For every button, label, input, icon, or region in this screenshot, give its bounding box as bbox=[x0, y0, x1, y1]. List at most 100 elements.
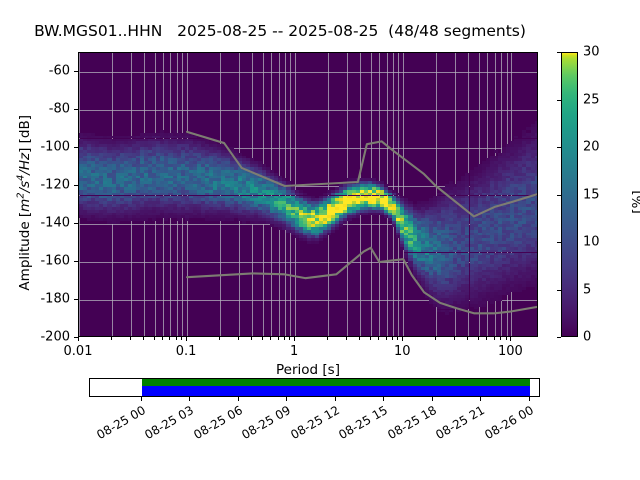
ppsd-density-cell bbox=[180, 195, 185, 199]
ppsd-density-cell bbox=[221, 169, 226, 173]
ppsd-density-cell bbox=[144, 167, 149, 170]
ppsd-density-cell bbox=[441, 258, 446, 262]
ppsd-density-cell bbox=[343, 184, 348, 187]
ppsd-density-cell bbox=[282, 215, 287, 219]
ppsd-density-cell bbox=[375, 195, 380, 199]
ppsd-density-cell bbox=[461, 275, 466, 279]
ppsd-density-cell bbox=[79, 132, 84, 136]
ppsd-density-cell bbox=[461, 246, 466, 250]
ppsd-density-cell bbox=[465, 292, 470, 296]
ppsd-density-cell bbox=[180, 158, 185, 162]
ppsd-density-cell bbox=[359, 198, 364, 202]
ppsd-density-cell bbox=[424, 221, 429, 224]
ppsd-density-cell bbox=[164, 206, 169, 210]
ppsd-density-cell bbox=[107, 221, 112, 224]
ppsd-density-cell bbox=[209, 215, 214, 219]
ppsd-density-cell bbox=[131, 201, 136, 205]
ppsd-density-cell bbox=[416, 278, 421, 281]
ppsd-density-cell bbox=[176, 132, 181, 136]
ppsd-density-cell bbox=[233, 172, 238, 176]
ppsd-density-cell bbox=[465, 212, 470, 216]
ppsd-density-cell bbox=[298, 226, 303, 230]
ppsd-density-cell bbox=[176, 204, 181, 207]
ppsd-density-cell bbox=[95, 192, 100, 196]
ppsd-density-cell bbox=[91, 184, 96, 187]
ppsd-density-cell bbox=[140, 135, 145, 139]
ppsd-density-cell bbox=[180, 161, 185, 165]
ppsd-density-cell bbox=[164, 169, 169, 173]
ppsd-density-cell bbox=[351, 178, 356, 182]
ppsd-density-cell bbox=[257, 189, 263, 193]
ppsd-density-cell bbox=[302, 235, 307, 239]
ppsd-density-cell bbox=[119, 167, 124, 170]
ppsd-density-cell bbox=[351, 189, 356, 193]
ppsd-density-cell bbox=[111, 167, 116, 170]
ppsd-density-cell bbox=[196, 164, 202, 167]
ppsd-density-cell bbox=[201, 215, 206, 219]
ppsd-density-cell bbox=[441, 241, 446, 244]
ppsd-density-cell bbox=[424, 238, 429, 242]
ppsd-density-cell bbox=[335, 224, 340, 227]
ppsd-density-cell bbox=[278, 212, 283, 216]
ppsd-density-cell bbox=[461, 184, 466, 187]
ppsd-density-cell bbox=[436, 263, 442, 267]
ppsd-density-cell bbox=[160, 178, 165, 182]
ppsd-density-cell bbox=[217, 212, 222, 216]
ppsd-density-cell bbox=[408, 249, 413, 253]
ppsd-density-cell bbox=[445, 246, 450, 250]
ppsd-density-cell bbox=[441, 212, 446, 216]
ppsd-density-cell bbox=[237, 167, 242, 170]
ppsd-density-cell bbox=[457, 226, 462, 230]
colorbar-tick-label: 0 bbox=[583, 329, 592, 345]
ppsd-density-cell bbox=[152, 206, 157, 210]
ppsd-density-cell bbox=[229, 155, 234, 159]
ppsd-density-cell bbox=[91, 181, 96, 185]
ppsd-density-cell bbox=[396, 209, 401, 213]
ppsd-density-cell bbox=[396, 226, 401, 230]
ppsd-density-cell bbox=[196, 167, 202, 170]
ppsd-density-cell bbox=[465, 215, 470, 219]
ppsd-density-cell bbox=[449, 306, 454, 310]
ppsd-density-cell bbox=[111, 186, 116, 190]
ppsd-density-cell bbox=[205, 181, 210, 185]
ppsd-density-cell bbox=[367, 195, 372, 199]
ppsd-density-cell bbox=[441, 243, 446, 247]
ppsd-density-cell bbox=[180, 164, 185, 167]
ppsd-density-cell bbox=[99, 189, 104, 193]
ppsd-density-cell bbox=[237, 186, 242, 190]
ppsd-density-cell bbox=[436, 292, 442, 296]
ppsd-density-cell bbox=[278, 181, 283, 185]
ppsd-density-cell bbox=[164, 138, 169, 142]
ppsd-density-cell bbox=[99, 135, 104, 139]
ppsd-density-cell bbox=[225, 189, 230, 193]
x-tick-label: 0.1 bbox=[175, 344, 197, 359]
ppsd-density-cell bbox=[245, 175, 250, 179]
ppsd-density-cell bbox=[188, 175, 193, 179]
ppsd-density-cell bbox=[135, 147, 140, 150]
ppsd-density-cell bbox=[457, 278, 462, 281]
ppsd-density-cell bbox=[135, 209, 140, 213]
ppsd-density-cell bbox=[424, 278, 429, 281]
ppsd-density-cell bbox=[245, 192, 250, 196]
ppsd-density-cell bbox=[290, 206, 295, 210]
ppsd-density-cell bbox=[445, 278, 450, 281]
ppsd-density-cell bbox=[156, 155, 161, 159]
ppsd-density-cell bbox=[335, 215, 340, 219]
ppsd-density-cell bbox=[412, 221, 417, 224]
ppsd-density-cell bbox=[400, 209, 405, 213]
ppsd-density-cell bbox=[465, 186, 470, 190]
ppsd-density-cell bbox=[302, 218, 307, 222]
ppsd-density-cell bbox=[428, 229, 433, 233]
ppsd-density-cell bbox=[319, 221, 324, 224]
ppsd-density-cell bbox=[176, 135, 181, 139]
ppsd-density-cell bbox=[306, 221, 311, 224]
ppsd-density-cell bbox=[449, 184, 454, 187]
ppsd-density-cell bbox=[83, 209, 88, 213]
ppsd-density-cell bbox=[380, 209, 385, 213]
ppsd-density-cell bbox=[469, 292, 474, 296]
ppsd-density-cell bbox=[359, 186, 364, 190]
ppsd-density-cell bbox=[453, 198, 458, 202]
ppsd-density-cell bbox=[233, 209, 238, 213]
ppsd-density-cell bbox=[294, 204, 299, 207]
ppsd-density-cell bbox=[87, 192, 92, 196]
